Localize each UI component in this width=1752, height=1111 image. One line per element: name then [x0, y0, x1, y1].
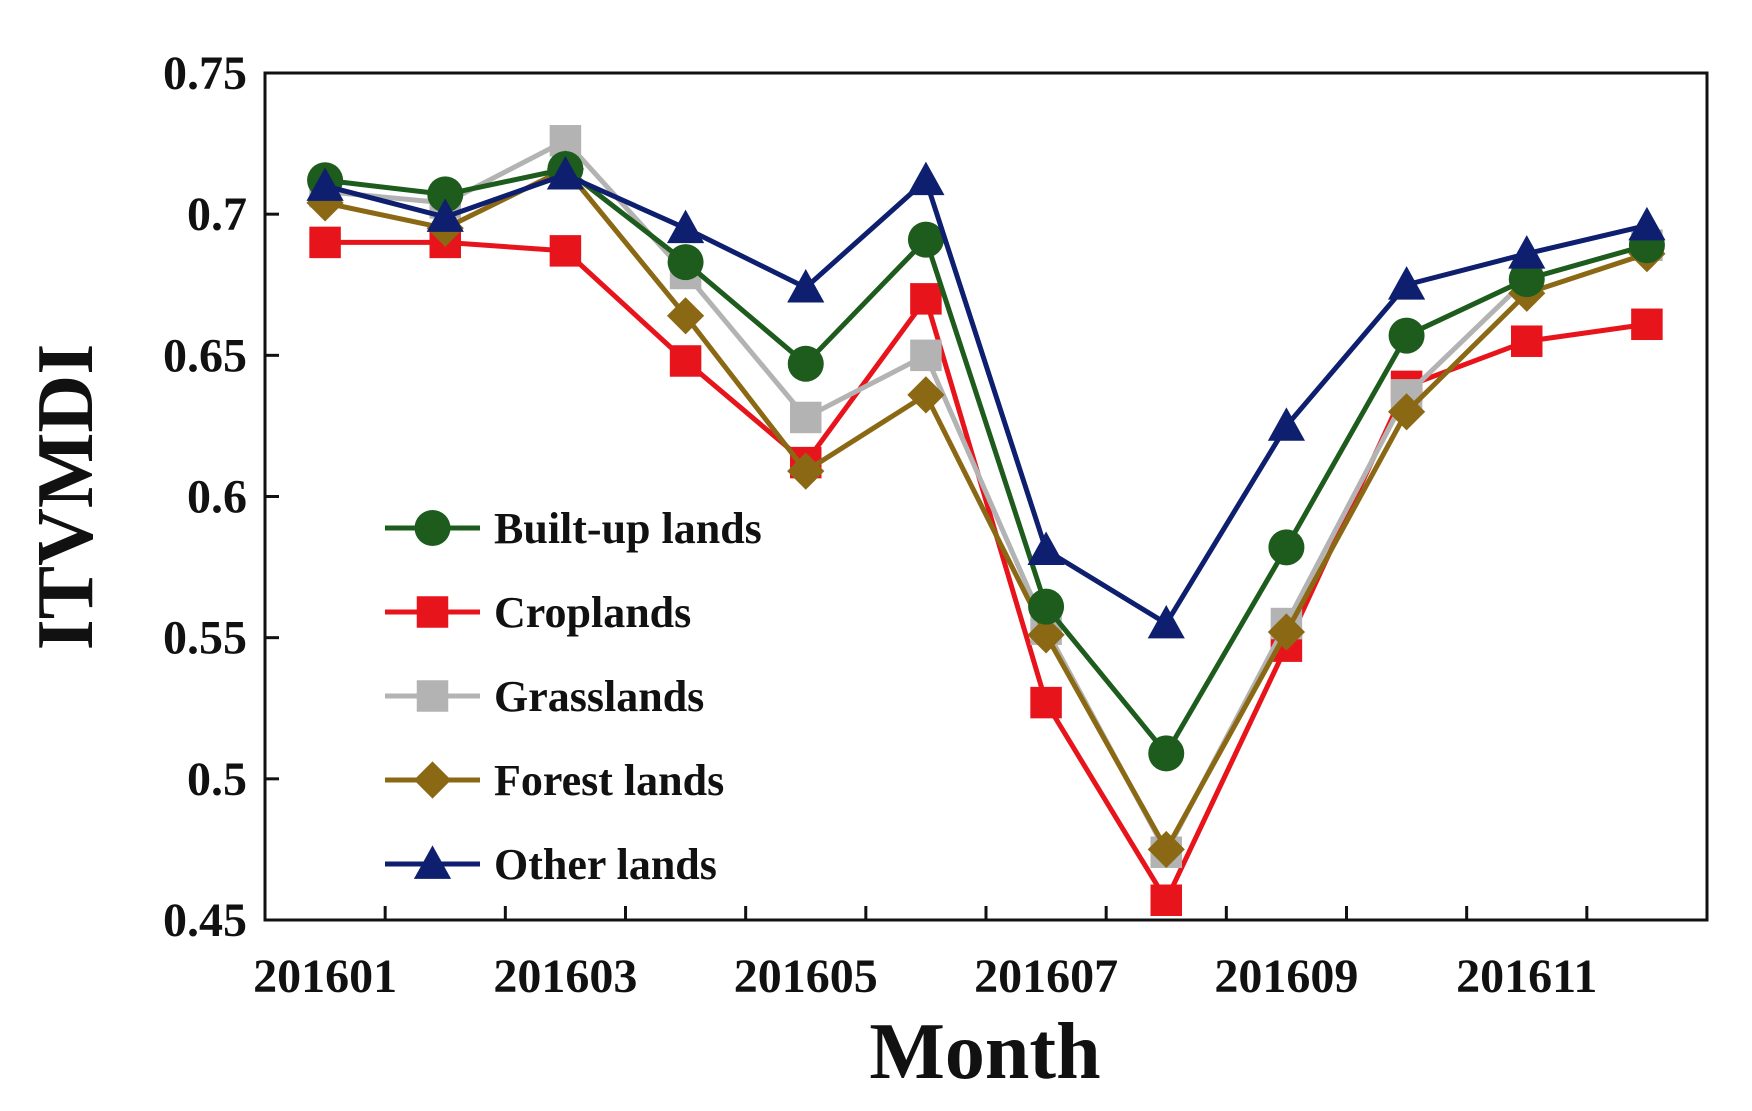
- data-point: [1388, 317, 1425, 354]
- series-croplands: [309, 226, 1663, 916]
- data-point: [790, 401, 822, 434]
- x-tick-label: 201603: [493, 950, 637, 1003]
- x-tick-label: 201609: [1214, 950, 1358, 1003]
- series-line: [324, 138, 1648, 855]
- data-point: [427, 176, 464, 213]
- data-point: [309, 226, 341, 259]
- y-tick-label: 0.7: [187, 188, 247, 241]
- x-tick-label: 201607: [974, 950, 1118, 1003]
- y-tick-label: 0.45: [163, 894, 247, 947]
- data-point: [907, 221, 944, 258]
- data-point: [1508, 235, 1546, 269]
- data-point: [1631, 308, 1663, 341]
- legend-swatch-marker: [416, 596, 449, 628]
- data-point: [907, 161, 945, 196]
- x-axis-title: Month: [869, 1008, 1100, 1096]
- data-point: [907, 376, 945, 414]
- y-tick-label: 0.6: [187, 471, 247, 524]
- data-point: [1628, 206, 1666, 241]
- series-line: [324, 166, 1648, 756]
- data-point: [666, 209, 705, 244]
- data-point: [1147, 604, 1185, 639]
- legend-swatch-marker: [414, 510, 451, 546]
- y-axis-title: ITVMDI: [22, 344, 110, 651]
- series-line: [324, 172, 1648, 627]
- y-tick-label: 0.55: [163, 612, 247, 665]
- data-point: [1387, 266, 1426, 300]
- data-point: [787, 268, 825, 303]
- legend-swatch-marker: [416, 680, 449, 712]
- legend-item: Croplands: [385, 588, 691, 637]
- data-point: [1387, 393, 1426, 431]
- data-point: [669, 345, 702, 377]
- data-point: [1511, 325, 1543, 357]
- x-tick-label: 201611: [1456, 950, 1597, 1003]
- data-point: [787, 345, 824, 382]
- data-point: [1147, 830, 1185, 869]
- legend-item: Grasslands: [385, 672, 704, 721]
- legend-label: Croplands: [494, 588, 691, 637]
- legend-item: Other lands: [385, 840, 717, 889]
- data-point: [1268, 529, 1305, 566]
- data-point: [787, 452, 825, 490]
- data-point: [910, 283, 942, 315]
- y-tick-label: 0.5: [187, 753, 247, 806]
- legend-item: Built-up lands: [385, 504, 762, 553]
- data-point: [1027, 531, 1065, 566]
- y-tick-label: 0.65: [163, 329, 247, 382]
- data-point: [426, 198, 464, 232]
- series-other-lands: [306, 156, 1666, 639]
- legend-swatch-marker: [413, 761, 452, 799]
- data-point: [1267, 407, 1306, 441]
- data-point: [546, 156, 585, 190]
- legend-label: Grasslands: [494, 672, 704, 721]
- data-point: [1148, 735, 1185, 772]
- legend: Built-up lands Croplands Grasslands Forest …: [385, 504, 762, 889]
- y-tick-label: 0.75: [163, 47, 247, 100]
- data-point: [1030, 686, 1062, 719]
- data-point: [1508, 261, 1545, 298]
- legend-swatch-marker: [413, 845, 452, 879]
- x-axis: 201601 201603 201605 201607 201609 201611: [253, 906, 1597, 1003]
- legend-label: Built-up lands: [494, 504, 762, 553]
- legend-label: Forest lands: [494, 756, 724, 805]
- data-point: [666, 297, 705, 335]
- data-point: [1150, 884, 1182, 916]
- data-point: [1267, 613, 1306, 651]
- series-line: [324, 166, 1648, 852]
- data-point: [549, 235, 582, 267]
- x-tick-label: 201605: [734, 950, 878, 1003]
- data-point: [667, 244, 704, 281]
- y-axis: 0.45 0.5 0.55 0.6 0.65 0.7 0.75: [163, 47, 279, 947]
- data-point: [1027, 616, 1065, 654]
- data-point: [306, 167, 344, 201]
- legend-label: Other lands: [494, 840, 717, 889]
- series-layer: [306, 125, 1666, 916]
- data-point: [910, 339, 942, 372]
- x-tick-label: 201601: [253, 950, 397, 1003]
- legend-item: Forest lands: [385, 756, 724, 805]
- data-point: [1028, 588, 1065, 625]
